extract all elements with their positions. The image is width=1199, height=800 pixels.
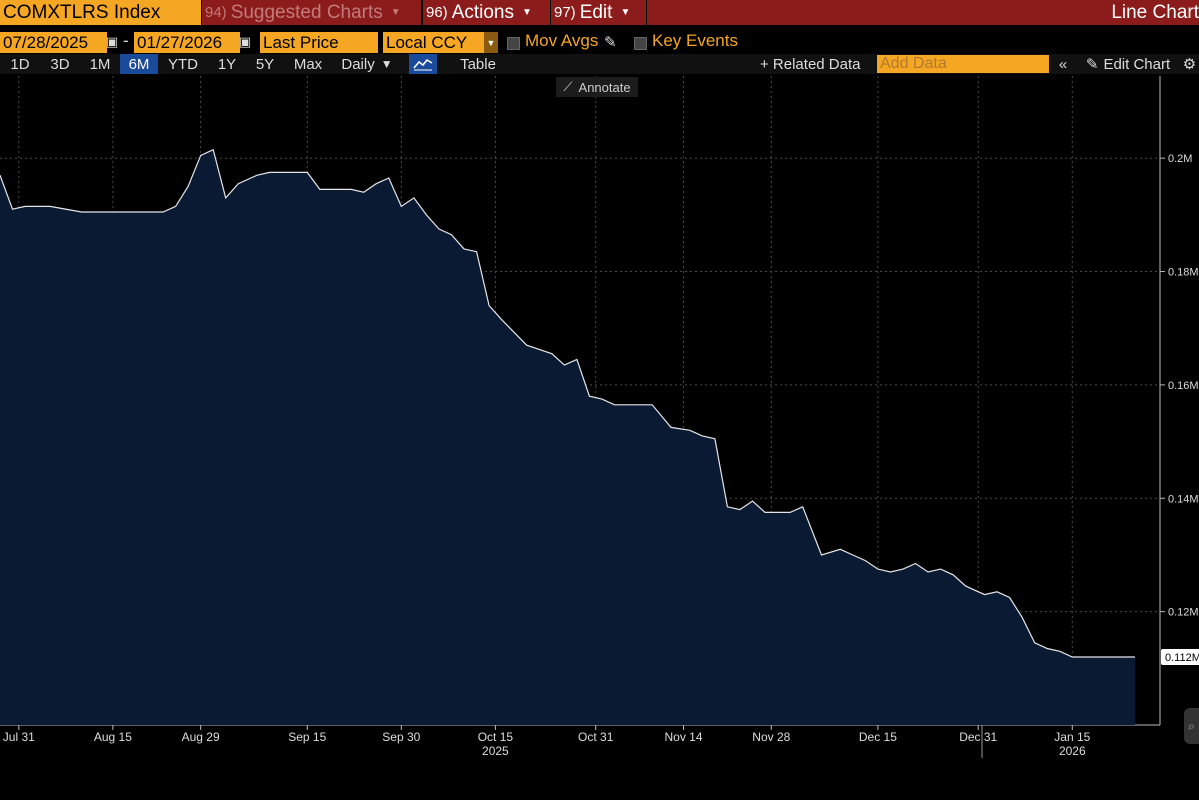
edit-menu[interactable]: 97) Edit ▼ [551, 0, 646, 25]
y-axis: 0.12M 0.14M 0.16M 0.18M 0.2M [1160, 153, 1199, 619]
suggested-charts-menu[interactable]: 94) Suggested Charts ▼ [202, 0, 421, 25]
x-tick-label: Dec 15 [859, 730, 897, 744]
pencil-icon[interactable]: ✎ [604, 34, 617, 51]
price-field-select[interactable]: Last Price [260, 32, 378, 53]
actions-menu[interactable]: 96) Actions ▼ [423, 0, 550, 25]
x-axis: Jul 31 Aug 15 Aug 29 Sep 15 Sep 30 Oct 15 Oct … [3, 725, 1091, 758]
period-button-3d[interactable]: 3D [50, 55, 70, 73]
period-button-ytd[interactable]: YTD [168, 55, 198, 73]
table-view-button[interactable]: Table [460, 55, 496, 73]
pencil-icon: ⟋ [563, 79, 573, 94]
period-button-1m[interactable]: 1M [89, 55, 111, 73]
y-tick-label: 0.12M [1168, 607, 1199, 619]
security-ticker-field[interactable]: COMXTLRS Index [0, 0, 201, 25]
date-separator: - [123, 31, 129, 50]
start-date-value: 07/28/2025 [3, 32, 89, 52]
mov-avgs-label: Mov Avgs [525, 31, 599, 50]
currency-value: Local CCY [386, 32, 468, 52]
series-area-fill [0, 149, 1135, 725]
y-tick-label: 0.16M [1168, 380, 1199, 392]
currency-select[interactable]: Local CCY ▼ [383, 32, 498, 53]
x-tick-label: Nov 28 [752, 730, 790, 744]
calendar-icon[interactable]: ▣ [238, 34, 252, 49]
line-chart-icon [413, 58, 433, 71]
actions-label: Actions [451, 1, 514, 23]
edit-chart-button[interactable]: ✎ Edit Chart [1078, 54, 1178, 74]
calendar-icon[interactable]: ▣ [105, 34, 119, 49]
last-value-marker: 0.112M [1161, 648, 1199, 665]
collapse-panel-icon[interactable]: « [1058, 55, 1068, 73]
annotate-label: Annotate [578, 79, 631, 95]
y-tick-label: 0.14M [1168, 493, 1199, 505]
x-tick-label: Jul 31 [3, 730, 35, 744]
x-tick-label: Aug 15 [94, 730, 132, 744]
period-button-1y[interactable]: 1Y [217, 55, 237, 73]
title-bar: COMXTLRS Index 94) Suggested Charts ▼ 96… [0, 0, 1199, 26]
chevron-down-icon: ▼ [620, 7, 631, 18]
x-tick-label: Nov 14 [664, 730, 702, 744]
line-chart-view-button[interactable] [409, 54, 437, 74]
period-button-5y[interactable]: 5Y [255, 55, 275, 73]
chevron-down-icon: ▼ [522, 7, 532, 18]
last-value-label: 0.112M [1165, 652, 1199, 664]
last-value-box [1161, 648, 1199, 665]
x-tick-label: Jan 15 [1054, 730, 1090, 744]
edit-label: Edit [579, 1, 613, 23]
frequency-label: Daily [341, 55, 375, 73]
x-tick-label: Oct 15 [478, 730, 514, 744]
side-panel-toggle-icon[interactable]: ⌕ [1184, 708, 1199, 744]
year-label: 2026 [1059, 744, 1086, 758]
chevron-down-icon: ▼ [380, 57, 393, 71]
chevron-down-icon: ▼ [484, 32, 498, 53]
x-tick-label: Oct 31 [578, 730, 614, 744]
series-line [0, 148, 1135, 658]
security-label: COMXTLRS Index [3, 1, 161, 23]
period-button-1d[interactable]: 1D [10, 55, 30, 73]
pencil-icon: ✎ [1085, 56, 1099, 73]
related-data-button[interactable]: + Related Data [760, 55, 861, 73]
actions-number: 96) [426, 4, 448, 21]
period-button-max[interactable]: Max [293, 55, 323, 73]
gear-icon[interactable]: ⚙ [1182, 56, 1197, 73]
mov-avgs-checkbox[interactable] [507, 37, 520, 50]
end-date-input[interactable]: 01/27/2026 [134, 32, 240, 53]
chart-type-title: Line Chart [647, 0, 1199, 25]
edit-number: 97) [554, 4, 576, 21]
edit-chart-label: Edit Chart [1103, 55, 1171, 73]
year-label: 2025 [482, 744, 509, 758]
start-date-input[interactable]: 07/28/2025 [0, 32, 107, 53]
frequency-select[interactable]: Daily ▼ [334, 54, 400, 74]
key-events-checkbox[interactable] [634, 37, 647, 50]
chart-type-label: Line Chart [1111, 1, 1199, 23]
price-field-value: Last Price [263, 32, 339, 52]
key-events-label: Key Events [652, 31, 738, 50]
x-tick-label: Dec 31 [959, 730, 997, 744]
chevron-down-icon: ▼ [390, 7, 401, 18]
annotate-button[interactable]: ⟋ Annotate [556, 77, 638, 97]
end-date-value: 01/27/2026 [137, 32, 223, 52]
x-tick-label: Aug 29 [182, 730, 220, 744]
y-tick-label: 0.18M [1168, 267, 1199, 279]
suggested-charts-number: 94) [205, 4, 227, 21]
suggested-charts-label: Suggested Charts [230, 1, 383, 23]
add-data-placeholder: Add Data [880, 55, 947, 72]
add-data-input[interactable]: Add Data [877, 55, 1049, 73]
x-tick-label: Sep 30 [382, 730, 420, 744]
y-tick-label: 0.2M [1168, 153, 1192, 165]
x-tick-label: Sep 15 [288, 730, 326, 744]
period-button-6m[interactable]: 6M [120, 54, 158, 74]
